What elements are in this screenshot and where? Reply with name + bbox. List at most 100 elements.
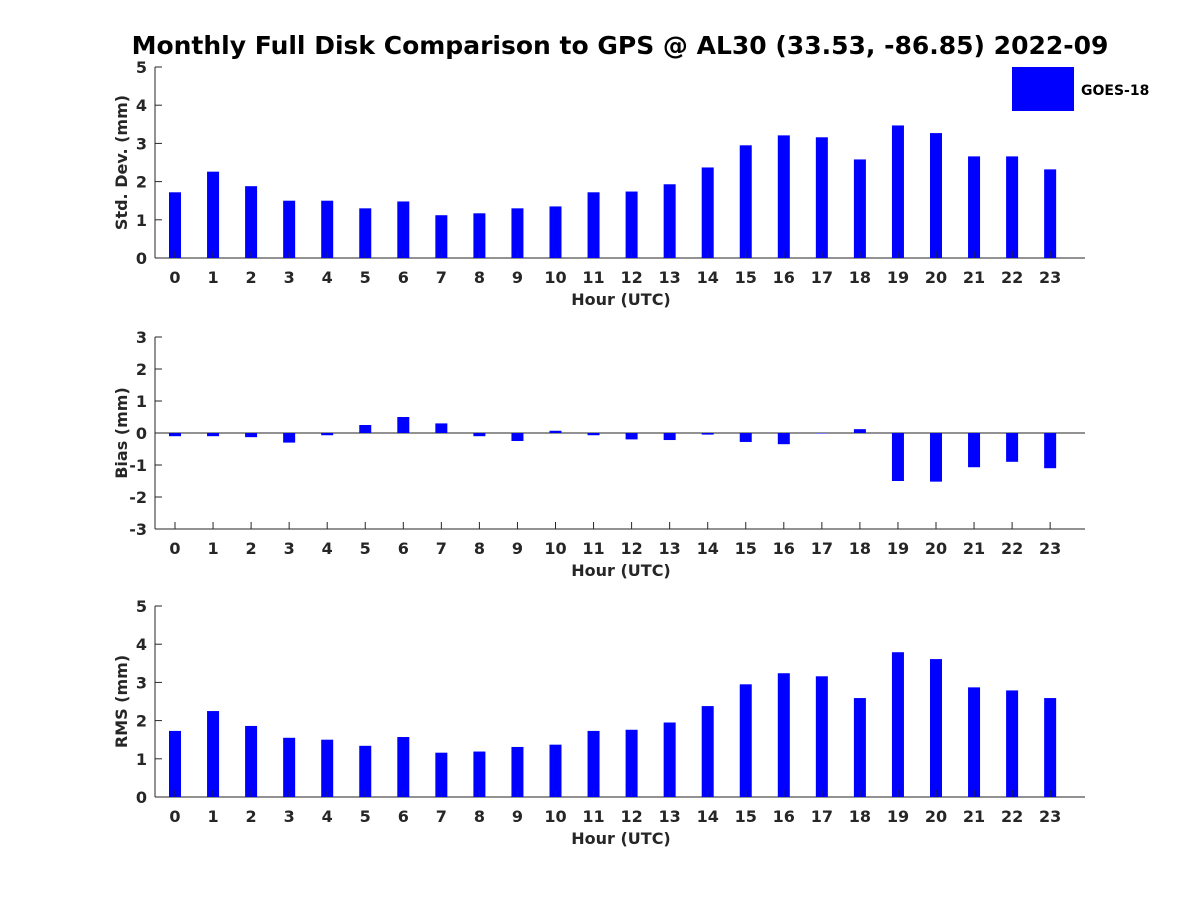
bar — [1006, 690, 1019, 797]
y-tick-label: 5 — [136, 597, 147, 616]
x-tick-label: 12 — [620, 268, 642, 287]
x-tick-label: 12 — [620, 539, 642, 558]
legend: GOES-18 — [1012, 67, 1149, 111]
y-tick-label: 1 — [136, 211, 147, 230]
x-tick-label: 21 — [963, 539, 985, 558]
x-tick-label: 19 — [887, 539, 909, 558]
x-tick-label: 6 — [398, 268, 409, 287]
x-tick-label: 15 — [735, 539, 757, 558]
x-tick-label: 16 — [773, 268, 795, 287]
x-tick-label: 16 — [773, 539, 795, 558]
bar — [663, 433, 676, 441]
bar — [473, 433, 486, 437]
x-tick-label: 2 — [246, 539, 257, 558]
bar — [169, 433, 181, 437]
bar — [245, 186, 258, 258]
x-tick-label: 9 — [512, 268, 523, 287]
bar — [473, 213, 486, 258]
x-axis-label: Hour (UTC) — [571, 561, 671, 580]
x-tick-label: 7 — [436, 807, 447, 826]
bar — [891, 652, 904, 797]
bar — [435, 752, 448, 797]
bar — [815, 676, 828, 797]
x-tick-label: 1 — [207, 268, 218, 287]
x-tick-label: 13 — [659, 539, 681, 558]
bar — [359, 425, 372, 433]
bar — [1006, 433, 1019, 462]
x-tick-label: 20 — [925, 539, 947, 558]
y-tick-label: 5 — [136, 58, 147, 77]
x-tick-label: 10 — [544, 268, 566, 287]
bar — [968, 433, 981, 468]
y-axis-label: Std. Dev. (mm) — [112, 95, 131, 230]
bar — [930, 133, 942, 258]
x-tick-label: 0 — [169, 807, 180, 826]
x-tick-label: 17 — [811, 807, 833, 826]
bar — [625, 433, 638, 440]
x-tick-label: 5 — [360, 268, 371, 287]
x-tick-label: 0 — [169, 539, 180, 558]
x-tick-label: 19 — [887, 807, 909, 826]
bar — [1044, 433, 1057, 469]
x-tick-label: 22 — [1001, 807, 1023, 826]
x-tick-label: 21 — [963, 268, 985, 287]
y-tick-label: -2 — [129, 488, 147, 507]
x-tick-label: 11 — [582, 539, 604, 558]
x-tick-label: 3 — [284, 539, 295, 558]
x-tick-label: 16 — [773, 807, 795, 826]
y-tick-label: 1 — [136, 750, 147, 769]
y-tick-label: 0 — [136, 788, 147, 807]
x-tick-label: 4 — [322, 268, 333, 287]
y-tick-label: 3 — [136, 673, 147, 692]
y-tick-label: 1 — [136, 392, 147, 411]
bar — [549, 430, 562, 433]
legend-swatch — [1012, 67, 1074, 111]
bar — [930, 433, 942, 482]
bar — [701, 433, 714, 435]
bar — [968, 156, 981, 258]
x-tick-label: 17 — [811, 268, 833, 287]
x-tick-label: 23 — [1039, 539, 1061, 558]
x-tick-label: 18 — [849, 539, 871, 558]
bar — [359, 745, 372, 797]
x-tick-label: 13 — [659, 268, 681, 287]
x-tick-label: 20 — [925, 807, 947, 826]
y-tick-label: 3 — [136, 328, 147, 347]
bar — [968, 687, 981, 797]
x-tick-label: 0 — [169, 268, 180, 287]
x-tick-label: 8 — [474, 539, 485, 558]
x-tick-label: 5 — [360, 807, 371, 826]
x-tick-label: 10 — [544, 807, 566, 826]
bar — [473, 751, 486, 797]
x-axis-label: Hour (UTC) — [571, 829, 671, 848]
bar — [587, 730, 600, 797]
bar — [815, 137, 828, 258]
y-tick-label: 4 — [136, 635, 147, 654]
bar — [777, 433, 790, 445]
y-tick-label: 0 — [136, 249, 147, 268]
x-tick-label: 23 — [1039, 268, 1061, 287]
bar — [511, 746, 524, 797]
x-tick-label: 9 — [512, 539, 523, 558]
x-tick-label: 5 — [360, 539, 371, 558]
bar — [739, 145, 752, 258]
x-tick-label: 14 — [697, 268, 719, 287]
bar — [207, 711, 220, 797]
y-axis-label: Bias (mm) — [112, 387, 131, 479]
bar — [397, 201, 410, 258]
bar — [739, 684, 752, 797]
bar — [777, 673, 790, 797]
bar — [321, 200, 334, 258]
x-tick-label: 18 — [849, 807, 871, 826]
y-tick-label: 3 — [136, 134, 147, 153]
bar — [549, 744, 562, 797]
x-tick-label: 22 — [1001, 268, 1023, 287]
bar — [625, 729, 638, 797]
bar — [587, 192, 600, 258]
x-tick-label: 20 — [925, 268, 947, 287]
bar — [739, 433, 752, 442]
y-tick-label: 2 — [136, 360, 147, 379]
bar — [321, 433, 334, 436]
